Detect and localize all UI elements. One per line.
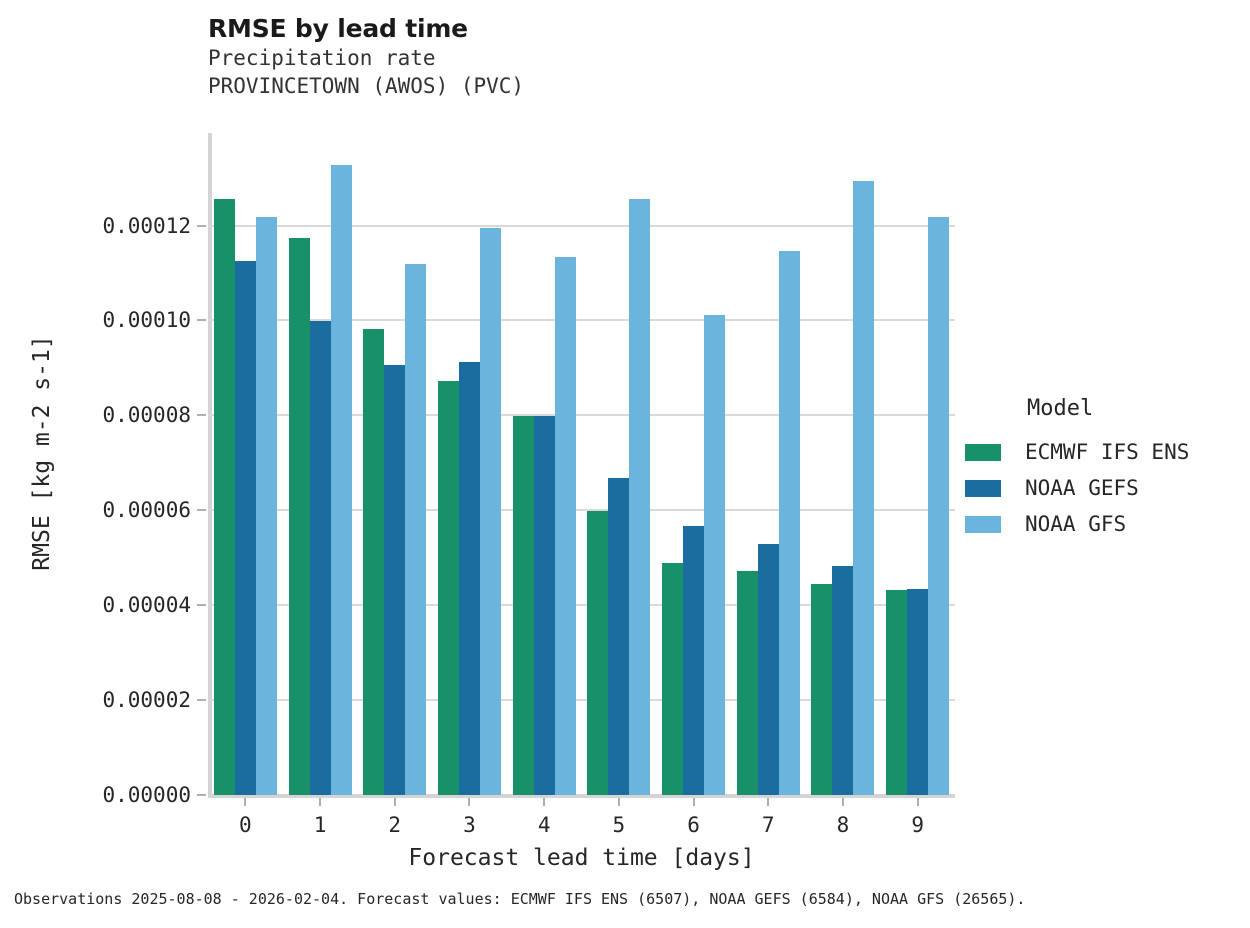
bar[interactable] bbox=[832, 565, 854, 795]
y-tick-mark bbox=[197, 794, 206, 796]
x-tick-mark bbox=[841, 798, 844, 806]
x-axis-label: Forecast lead time [days] bbox=[408, 845, 755, 871]
gridline bbox=[208, 224, 955, 227]
legend-swatch-icon bbox=[965, 515, 1001, 533]
x-tick-mark bbox=[767, 798, 770, 806]
bar[interactable] bbox=[405, 263, 427, 795]
bar[interactable] bbox=[587, 511, 609, 795]
x-tick-label: 6 bbox=[687, 813, 700, 837]
bar[interactable] bbox=[255, 216, 277, 795]
x-tick-label: 4 bbox=[537, 813, 551, 837]
y-tick-label: 0.00002 bbox=[102, 688, 191, 713]
bar[interactable] bbox=[608, 477, 630, 795]
x-tick-label: 9 bbox=[911, 813, 924, 837]
y-axis-label: RMSE [kg m-2 s-1] bbox=[29, 335, 55, 571]
x-tick-mark bbox=[244, 798, 247, 806]
bar[interactable] bbox=[384, 364, 406, 795]
chart-title: RMSE by lead time bbox=[208, 14, 468, 43]
bar[interactable] bbox=[662, 563, 684, 795]
bar[interactable] bbox=[907, 589, 929, 795]
bar[interactable] bbox=[704, 314, 726, 795]
y-tick-mark bbox=[197, 319, 206, 322]
bar[interactable] bbox=[853, 181, 875, 795]
x-axis-spine bbox=[208, 794, 955, 798]
y-tick-label: 0.00012 bbox=[102, 213, 191, 238]
x-tick-mark bbox=[319, 798, 322, 806]
x-tick-mark bbox=[543, 798, 546, 806]
bar[interactable] bbox=[554, 256, 576, 795]
bar[interactable] bbox=[363, 328, 385, 795]
y-tick-label: 0.00006 bbox=[102, 498, 191, 523]
x-tick-label: 5 bbox=[612, 813, 626, 837]
bar[interactable] bbox=[629, 198, 651, 795]
x-tick-label: 2 bbox=[388, 813, 402, 837]
bar[interactable] bbox=[479, 227, 501, 795]
y-axis-spine bbox=[208, 133, 212, 798]
legend: Model ECMWF IFS ENS NOAA GEFS NOAA GFS bbox=[965, 396, 1250, 542]
bar[interactable] bbox=[757, 543, 779, 795]
y-tick-label: 0.00004 bbox=[102, 593, 191, 618]
bar[interactable] bbox=[330, 164, 352, 795]
legend-item[interactable]: NOAA GEFS bbox=[965, 470, 1250, 506]
legend-rows: ECMWF IFS ENS NOAA GEFS NOAA GFS bbox=[965, 434, 1250, 542]
x-tick-mark bbox=[468, 798, 471, 806]
plot-area: 0.00000 0.00002 0.00004 0.00006 0.00008 0.000… bbox=[102, 133, 955, 837]
y-tick-mark bbox=[197, 224, 206, 227]
bar[interactable] bbox=[512, 415, 534, 795]
bar[interactable] bbox=[778, 251, 800, 795]
y-tick-label: 0.00008 bbox=[102, 403, 191, 428]
x-tick-label: 8 bbox=[836, 813, 850, 837]
bar[interactable] bbox=[811, 583, 833, 795]
gridline bbox=[208, 604, 955, 607]
bar[interactable] bbox=[234, 260, 256, 795]
gridline bbox=[208, 699, 955, 702]
bar[interactable] bbox=[288, 237, 310, 795]
x-tick-label: 0 bbox=[239, 813, 252, 837]
bar[interactable] bbox=[928, 216, 950, 795]
x-tick-mark bbox=[916, 798, 919, 806]
bar[interactable] bbox=[309, 320, 331, 795]
y-tick-mark bbox=[197, 509, 206, 512]
bar[interactable] bbox=[533, 415, 555, 795]
x-tick-mark bbox=[617, 798, 620, 806]
x-tick-label: 3 bbox=[463, 813, 476, 837]
bar[interactable] bbox=[437, 380, 459, 795]
footer-caption: Observations 2025-08-08 - 2026-02-04. Fo… bbox=[14, 890, 1026, 908]
y-tick-label: 0.00000 bbox=[102, 783, 191, 807]
x-tick-label: 7 bbox=[761, 813, 775, 837]
y-tick-mark bbox=[197, 699, 206, 702]
y-tick-label: 0.00010 bbox=[102, 308, 191, 333]
gridline bbox=[208, 509, 955, 512]
bar[interactable] bbox=[683, 525, 705, 795]
bar[interactable] bbox=[886, 590, 908, 795]
y-tick-mark bbox=[197, 604, 206, 607]
legend-item[interactable]: ECMWF IFS ENS bbox=[965, 434, 1250, 470]
legend-swatch-icon bbox=[965, 443, 1001, 461]
legend-item-label: NOAA GFS bbox=[1025, 512, 1127, 536]
gridline bbox=[208, 319, 955, 322]
x-tick-label: 1 bbox=[313, 813, 327, 837]
legend-item-label: ECMWF IFS ENS bbox=[1025, 440, 1190, 464]
gridline bbox=[208, 414, 955, 417]
legend-title: Model bbox=[1027, 396, 1094, 421]
x-tick-mark bbox=[393, 798, 396, 806]
legend-swatch-icon bbox=[965, 479, 1001, 497]
x-tick-mark bbox=[692, 798, 695, 806]
chart-subtitle: Precipitation rate bbox=[208, 46, 436, 70]
bar[interactable] bbox=[458, 362, 480, 795]
bar[interactable] bbox=[736, 570, 758, 795]
bar[interactable] bbox=[213, 198, 235, 795]
legend-item[interactable]: NOAA GFS bbox=[965, 506, 1250, 542]
title-block: RMSE by lead time Precipitation rate PRO… bbox=[208, 14, 948, 100]
legend-item-label: NOAA GEFS bbox=[1025, 476, 1139, 500]
y-tick-mark bbox=[197, 414, 206, 417]
chart-station-label: PROVINCETOWN (AWOS) (PVC) bbox=[208, 74, 525, 98]
